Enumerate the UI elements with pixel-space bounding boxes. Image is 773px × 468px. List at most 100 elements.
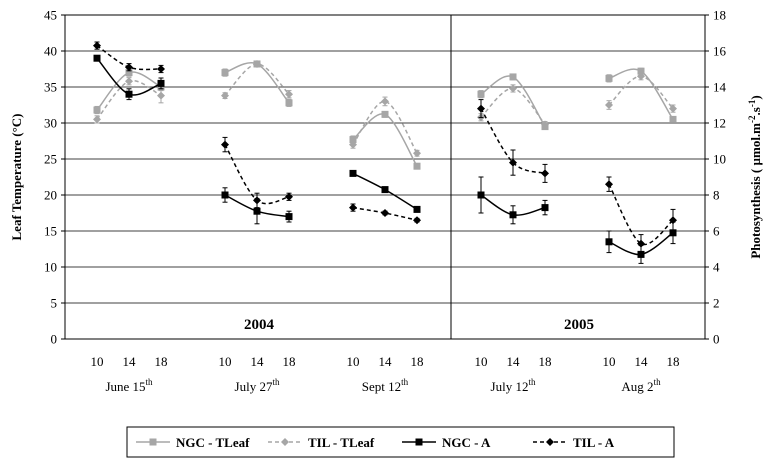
legend-swatch-marker (281, 438, 289, 446)
right-tick-label: 16 (713, 44, 727, 59)
data-point (541, 204, 549, 212)
data-point (509, 73, 517, 81)
left-tick-label: 10 (44, 260, 57, 275)
left-tick-label: 35 (44, 80, 57, 95)
data-point (413, 216, 421, 225)
hour-tick-label: 10 (603, 354, 616, 369)
date-group-label-text: June 15 (105, 379, 145, 394)
data-point (413, 162, 421, 170)
date-group-label: July 12th (491, 377, 536, 394)
hour-tick-label: 18 (539, 354, 552, 369)
date-group-label-suffix: th (528, 377, 536, 387)
right-axis-label: Photosynthesis ( µmol.m-2.s-1) (747, 95, 763, 258)
hour-tick-label: 18 (283, 354, 296, 369)
date-group-labels: June 15th July 27th Sept 12th July 12th Aug … (105, 377, 661, 394)
legend-swatch-marker (546, 438, 554, 446)
data-point (509, 84, 517, 93)
date-group-label: June 15th (105, 377, 153, 394)
left-axis-label: Leaf Temperature (°C) (9, 114, 24, 241)
data-point (253, 59, 261, 68)
data-point (477, 104, 485, 113)
right-axis-label-exp2: -1 (747, 99, 757, 107)
right-axis-label-mid: .s (748, 107, 763, 115)
data-point (285, 99, 293, 107)
series-line (352, 100, 418, 154)
hour-tick-label: 10 (475, 354, 488, 369)
series-line (480, 108, 546, 175)
right-axis-label-unit: µmol.m (748, 123, 763, 166)
x-axis-ticks: 10 14 18 10 14 18 10 14 18 10 14 18 10 14 18 (91, 354, 680, 369)
date-group-label-suffix: th (146, 377, 154, 387)
series-line (352, 113, 418, 167)
data-point (381, 110, 389, 118)
data-point (381, 97, 389, 106)
date-group-label: July 27th (235, 377, 280, 394)
data-point (221, 91, 229, 100)
data-point (285, 192, 293, 201)
data-point (125, 77, 133, 86)
data-point (637, 67, 645, 75)
hour-tick-label: 14 (251, 354, 265, 369)
horizontal-gridlines (65, 50, 705, 304)
data-point (221, 191, 229, 199)
date-group-label-text: July 27 (235, 379, 273, 394)
legend-label: TIL - A (573, 435, 615, 450)
data-point (381, 186, 389, 194)
hour-tick-label: 10 (347, 354, 360, 369)
date-group-label-suffix: th (272, 377, 280, 387)
legend-label: NGC - A (442, 435, 491, 450)
right-tick-label: 12 (713, 116, 726, 131)
series-line (480, 87, 546, 125)
data-point (93, 41, 101, 50)
data-point (637, 250, 645, 258)
legend: NGC - TLeaf TIL - TLeaf NGC - A TIL - A (126, 426, 675, 458)
series-til-tleaf (93, 59, 677, 158)
right-tick-label: 8 (713, 188, 720, 203)
series-til-a (93, 41, 677, 254)
data-point (413, 149, 421, 158)
series-ngc-tleaf (93, 60, 677, 170)
data-point (157, 91, 165, 100)
legend-item: NGC - TLeaf (136, 435, 250, 450)
right-axis-ticks: 0 2 4 6 8 10 12 14 16 18 (705, 8, 727, 347)
right-tick-label: 10 (713, 152, 726, 167)
data-point (349, 203, 357, 212)
hour-tick-label: 14 (123, 354, 137, 369)
data-point (125, 69, 133, 77)
data-point (637, 239, 645, 248)
data-point (93, 54, 101, 62)
date-group-label: Sept 12th (362, 377, 409, 394)
left-tick-label: 25 (44, 152, 57, 167)
right-tick-label: 2 (713, 296, 720, 311)
data-point (605, 101, 613, 109)
data-point (605, 180, 613, 189)
legend-box (126, 426, 675, 458)
hour-tick-label: 18 (667, 354, 680, 369)
right-tick-label: 6 (713, 224, 720, 239)
right-axis-label-main: Photosynthesis ( (748, 165, 763, 258)
date-group-label-suffix: th (654, 377, 662, 387)
series-line (608, 183, 674, 246)
date-group-label: Aug 2th (621, 377, 661, 394)
data-point (381, 209, 389, 217)
data-point (349, 136, 357, 144)
legend-swatch-marker (415, 438, 423, 446)
data-point (509, 158, 517, 167)
hour-tick-label: 18 (411, 354, 424, 369)
data-point (669, 229, 677, 237)
data-point (541, 120, 549, 129)
data-point (669, 216, 677, 225)
data-point (541, 169, 549, 178)
right-tick-label: 4 (713, 260, 720, 275)
hour-tick-label: 18 (155, 354, 168, 369)
data-point (477, 90, 485, 98)
date-group-label-text: Aug 2 (621, 379, 653, 394)
date-group-label-text: Sept 12 (362, 379, 401, 394)
left-axis-ticks: 0 5 10 15 20 25 30 35 40 45 (44, 8, 65, 347)
data-point (285, 213, 293, 221)
right-axis-label-end: ) (748, 95, 763, 99)
legend-swatch-marker (149, 438, 157, 446)
data-point (509, 211, 517, 219)
date-group-label-text: July 12 (491, 379, 529, 394)
